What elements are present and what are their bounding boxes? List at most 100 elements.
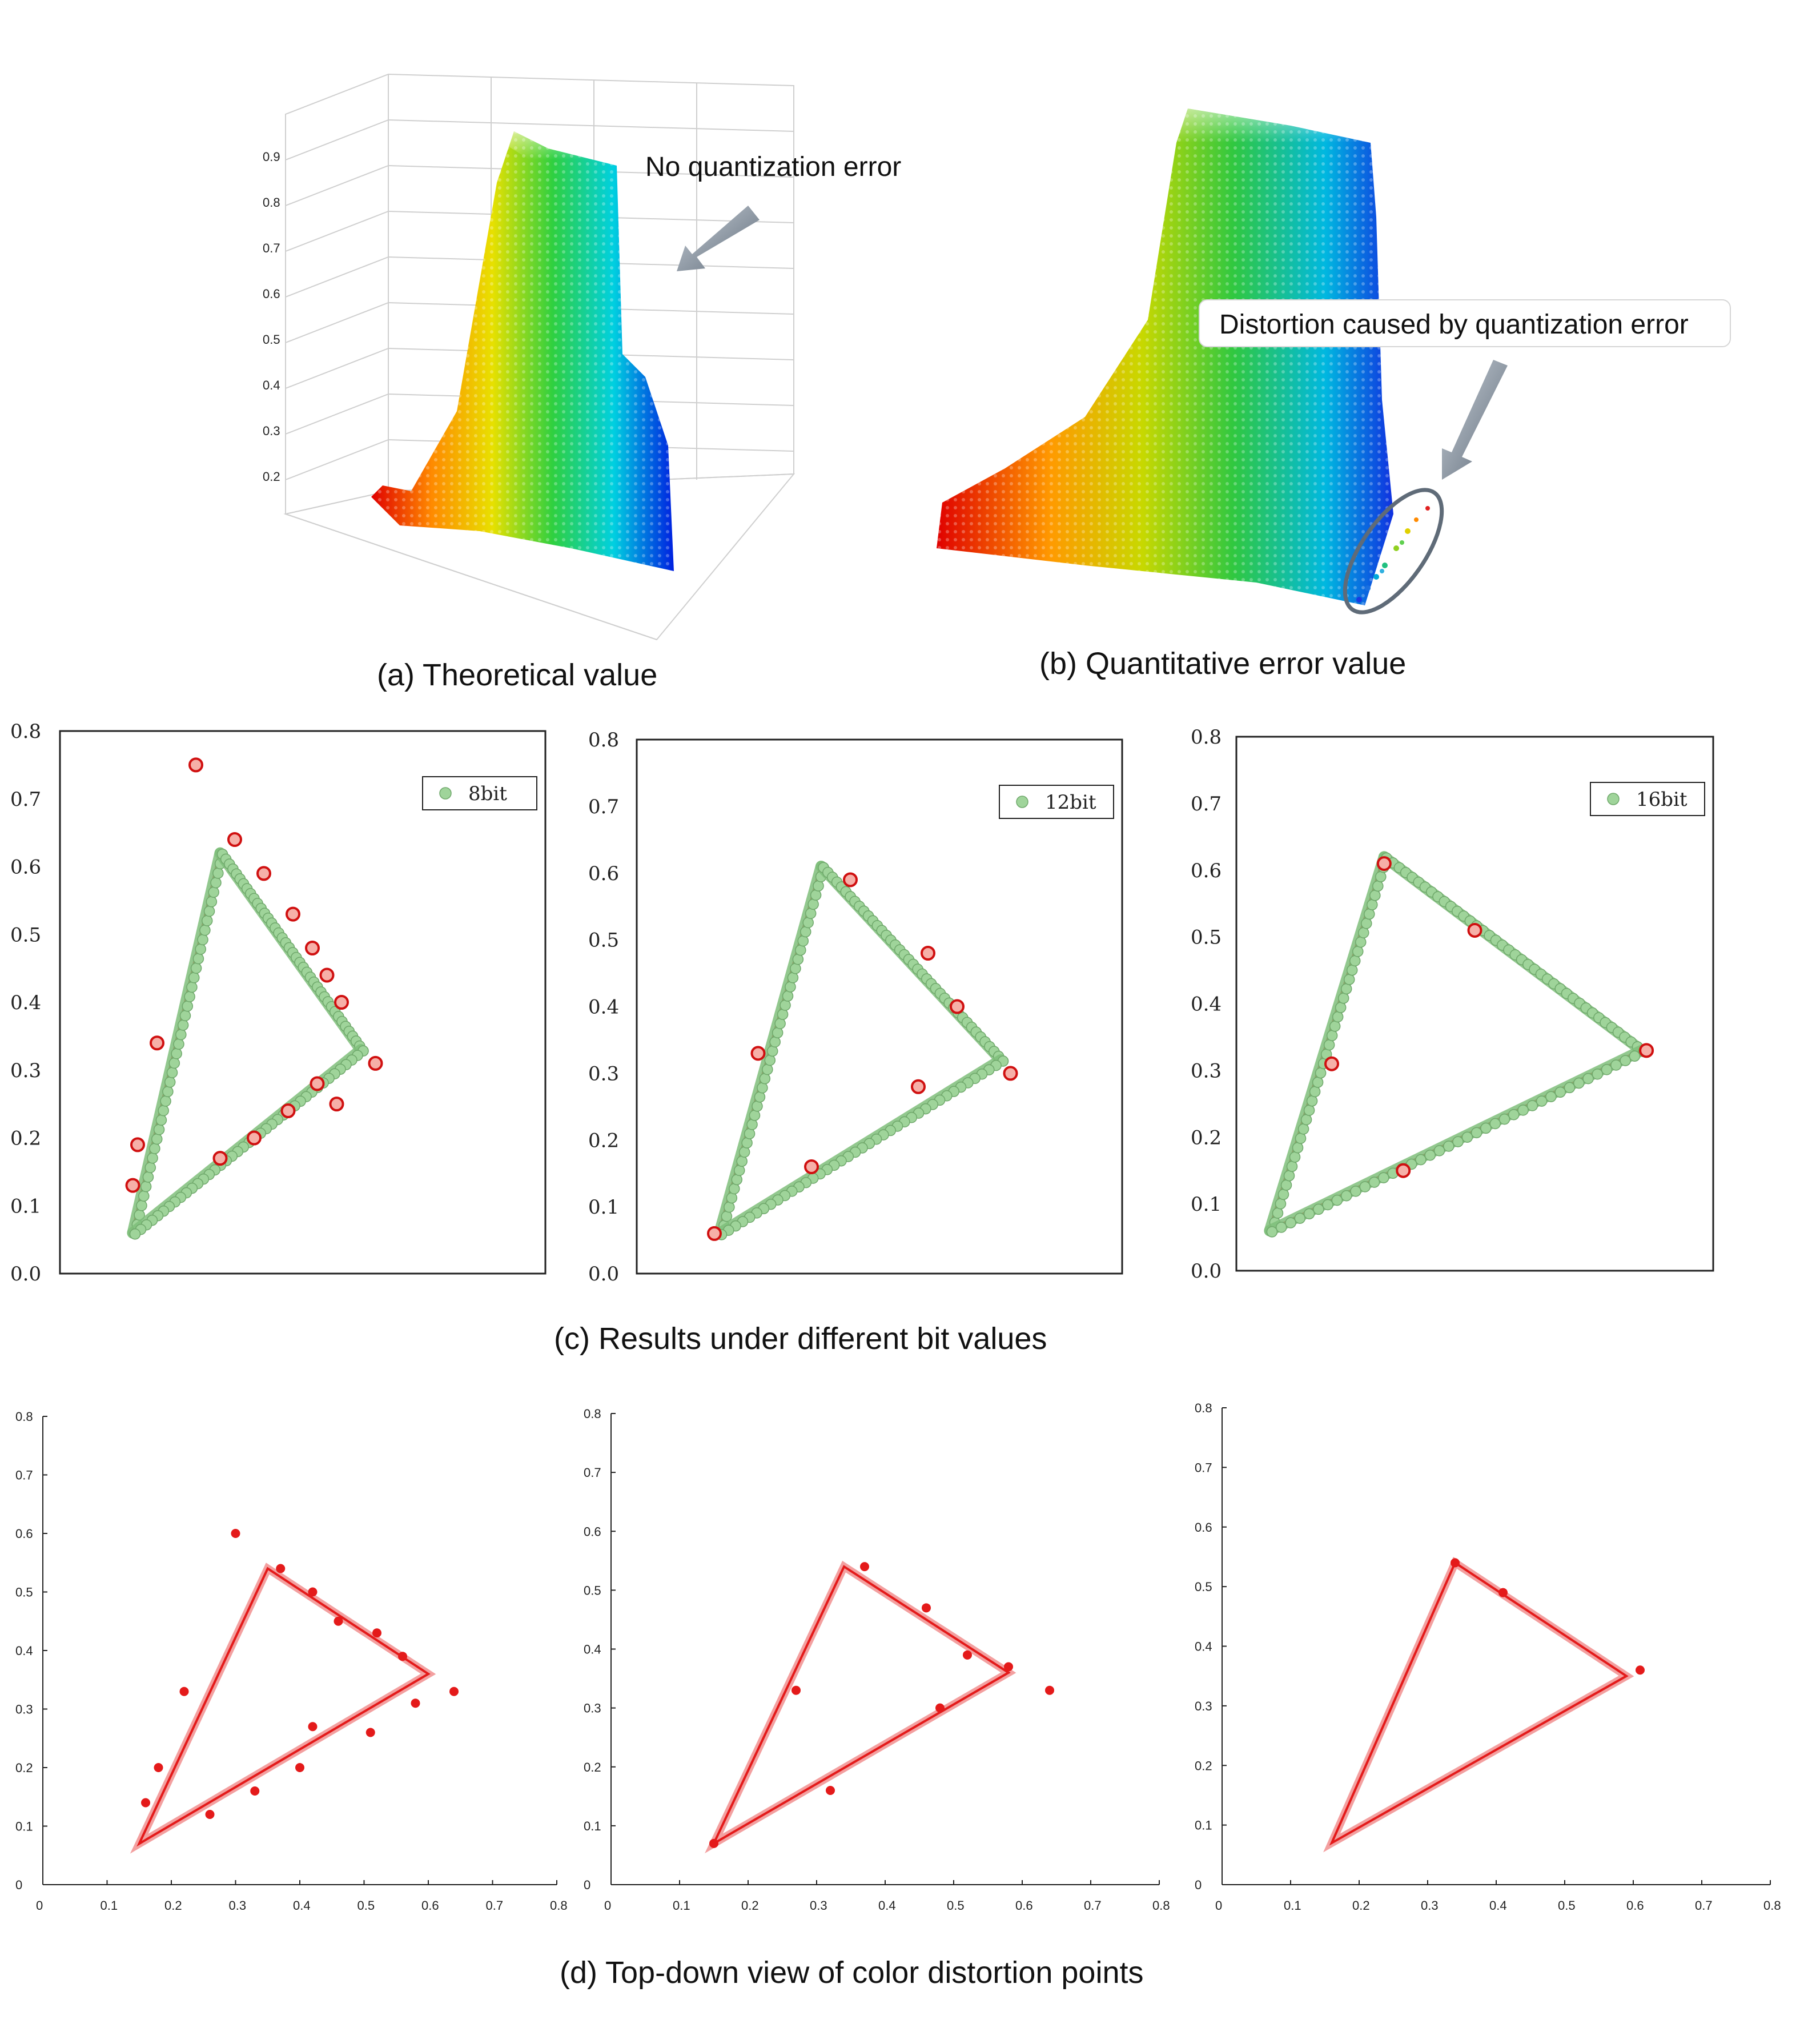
y-tick-label: 0.7 bbox=[584, 1465, 601, 1480]
x-tick-label: 0.5 bbox=[357, 1898, 375, 1913]
distortion-point bbox=[922, 1603, 931, 1613]
green-marker bbox=[752, 1101, 763, 1112]
green-marker bbox=[787, 972, 799, 983]
distortion-point bbox=[709, 1838, 718, 1848]
green-marker bbox=[1352, 946, 1364, 957]
green-marker bbox=[147, 1152, 158, 1164]
x-tick-label: 0.1 bbox=[101, 1898, 118, 1913]
green-marker bbox=[757, 1082, 768, 1094]
y-tick-label: 0.6 bbox=[1195, 1520, 1212, 1535]
green-marker bbox=[731, 1174, 743, 1186]
outlier-point bbox=[843, 872, 858, 888]
outlier-point bbox=[1376, 856, 1392, 872]
svg-text:0.2: 0.2 bbox=[263, 469, 280, 484]
green-marker bbox=[182, 1001, 194, 1012]
x-tick-label: 0 bbox=[604, 1898, 611, 1913]
chart-c3: 0.0 0.1 0.2 0.3 0.4 0.5 0.6 0.7 0.8 16bit bbox=[1191, 726, 1714, 1283]
distortion-point bbox=[1004, 1662, 1013, 1672]
green-marker bbox=[1489, 1118, 1501, 1130]
y-tick-label: 0.8 bbox=[584, 1407, 601, 1421]
green-marker bbox=[1332, 1011, 1344, 1023]
outlier-point bbox=[150, 1035, 164, 1051]
distortion-point bbox=[860, 1562, 869, 1572]
chart-d3: 0 0.1 0.2 0.3 0.4 0.5 0.6 0.7 0.8 0 0.1 0.2 0.3 0.4 0.… bbox=[1195, 1401, 1781, 1913]
y-tick-label: 0.2 bbox=[1191, 1126, 1222, 1149]
y-tick-label: 0.5 bbox=[1195, 1580, 1212, 1594]
y-tick-label: 0.5 bbox=[584, 1583, 601, 1597]
green-marker bbox=[149, 1143, 160, 1154]
outlier-point bbox=[125, 1178, 140, 1193]
legend-marker bbox=[1016, 796, 1028, 808]
green-marker bbox=[186, 981, 198, 993]
x-tick-label: 0.2 bbox=[164, 1898, 182, 1913]
green-marker bbox=[1610, 1059, 1622, 1071]
green-marker bbox=[151, 1133, 163, 1145]
green-marker bbox=[746, 1119, 758, 1130]
green-marker bbox=[1424, 1150, 1436, 1161]
outlier-point bbox=[1467, 922, 1482, 938]
y-tick-label: 0.6 bbox=[588, 862, 619, 885]
y-tick-label: 0.8 bbox=[10, 720, 41, 743]
green-marker bbox=[1303, 1105, 1315, 1116]
green-marker bbox=[184, 991, 195, 1002]
y-tick-label: 0.2 bbox=[584, 1760, 601, 1774]
no-error-arrow bbox=[677, 206, 760, 271]
y-tick-label: 0.4 bbox=[1195, 1640, 1212, 1654]
svg-text:0.4: 0.4 bbox=[263, 378, 280, 392]
green-marker bbox=[210, 877, 222, 889]
distortion-point bbox=[411, 1698, 420, 1708]
green-marker bbox=[1415, 1154, 1427, 1166]
outlier-point bbox=[1396, 1163, 1411, 1178]
green-marker bbox=[1285, 1217, 1296, 1228]
svg-text:0.6: 0.6 bbox=[263, 287, 280, 301]
green-marker bbox=[173, 1038, 184, 1050]
green-marker bbox=[762, 1063, 773, 1075]
outlier-point bbox=[750, 1046, 766, 1061]
green-marker bbox=[741, 1137, 753, 1149]
y-tick-label: 0.2 bbox=[1195, 1758, 1212, 1773]
svg-text:0.9: 0.9 bbox=[263, 150, 280, 164]
x-tick-label: 0.2 bbox=[741, 1898, 759, 1913]
green-marker bbox=[153, 1124, 165, 1135]
y-tick-label: 0.6 bbox=[10, 856, 41, 879]
y-tick-label: 0 bbox=[584, 1878, 590, 1892]
green-marker bbox=[164, 1077, 176, 1088]
green-marker bbox=[1297, 1123, 1309, 1135]
green-marker bbox=[759, 1073, 771, 1085]
y-tick-label: 0.1 bbox=[588, 1196, 619, 1219]
green-marker bbox=[1326, 1030, 1338, 1042]
outlier-point bbox=[1003, 1066, 1018, 1081]
x-tick-label: 0.4 bbox=[293, 1898, 311, 1913]
distortion-annotation: Distortion caused by quantization error bbox=[1219, 310, 1689, 340]
x-tick-label: 0.3 bbox=[229, 1898, 247, 1913]
x-tick-label: 0.7 bbox=[1084, 1898, 1102, 1913]
green-marker bbox=[1331, 1194, 1343, 1206]
green-marker bbox=[1337, 993, 1349, 1004]
distortion-point bbox=[826, 1786, 835, 1795]
x-tick-label: 0 bbox=[1215, 1898, 1222, 1913]
green-marker bbox=[726, 1192, 738, 1204]
green-marker bbox=[810, 889, 822, 901]
y-tick-label: 0.0 bbox=[10, 1263, 41, 1286]
scattered-distortion-points bbox=[1356, 506, 1430, 603]
y-tick-label: 0.3 bbox=[1191, 1059, 1222, 1082]
green-marker bbox=[782, 990, 794, 1002]
green-marker bbox=[201, 915, 213, 926]
green-marker bbox=[1359, 1181, 1371, 1192]
y-tick-label: 0.4 bbox=[584, 1643, 601, 1657]
x-tick-label: 0.7 bbox=[1695, 1898, 1713, 1913]
y-tick-label: 0.2 bbox=[15, 1761, 33, 1775]
x-tick-label: 0.5 bbox=[947, 1898, 965, 1913]
green-marker bbox=[1306, 1095, 1318, 1107]
y-tick-label: 0.7 bbox=[1195, 1460, 1212, 1475]
y-tick-label: 0.3 bbox=[588, 1062, 619, 1085]
panel-b-surface bbox=[937, 109, 1430, 605]
chart-d1: 0 0.1 0.2 0.3 0.4 0.5 0.6 0.7 0.8 0 0.1 0.2 0.3 0.4 0.… bbox=[15, 1409, 568, 1913]
green-marker bbox=[1367, 899, 1378, 910]
green-marker bbox=[1470, 1127, 1482, 1139]
green-marker bbox=[1355, 936, 1367, 948]
green-marker bbox=[1292, 1142, 1304, 1154]
green-marker bbox=[1573, 1077, 1585, 1089]
green-marker bbox=[162, 1086, 174, 1098]
panel-d-caption: (d) Top-down view of color distortion po… bbox=[560, 1955, 1144, 1990]
